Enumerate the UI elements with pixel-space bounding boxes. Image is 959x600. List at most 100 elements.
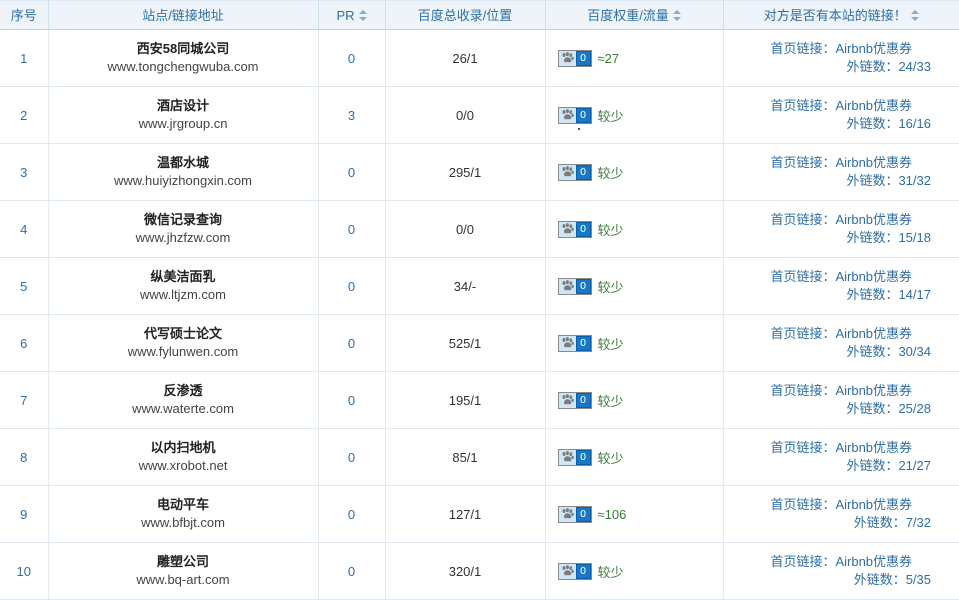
outlink-count-label[interactable]: 外链数：21/27 <box>846 458 931 473</box>
cell-reciprocal-link: 首页链接：Airbnb优惠券外链数：25/28 <box>723 371 959 429</box>
cell-pr: 0 <box>318 371 386 429</box>
table-row: 7 反渗透 www.waterte.com 0 195/1 0 较少 首页链接：Airbnb优… <box>0 371 959 429</box>
outlink-count-label[interactable]: 外链数：14/17 <box>846 287 931 302</box>
outlink-count-label[interactable]: 外链数：7/32 <box>853 515 931 530</box>
baidu-weight-badge-icon[interactable]: 0 <box>557 277 592 295</box>
table-row: 1 西安58同城公司 www.tongchengwuba.com 0 26/1 0 ≈27 首… <box>0 29 959 87</box>
cell-index: 10 <box>0 542 49 600</box>
homepage-link-label[interactable]: 首页链接：Airbnb优惠券 <box>770 497 913 512</box>
sort-arrows-icon[interactable] <box>672 9 681 22</box>
outlink-count-label[interactable]: 外链数：5/35 <box>853 572 931 587</box>
baidu-weight-badge-icon[interactable]: 0 <box>557 49 592 67</box>
cell-baidu-included: 85/1 <box>385 428 546 486</box>
outlink-count-label[interactable]: 外链数：30/34 <box>846 344 931 359</box>
row-index: 4 <box>20 221 28 237</box>
outlink-count-label[interactable]: 外链数：16/16 <box>846 116 931 131</box>
baidu-included-value: 295/1 <box>448 164 482 180</box>
site-url[interactable]: www.fylunwen.com <box>127 344 239 359</box>
baidu-weight-badge-icon[interactable]: 0 <box>557 391 592 409</box>
baidu-weight-value: 较少 <box>597 393 624 409</box>
baidu-weight-badge-icon[interactable]: 0 <box>557 220 592 238</box>
cell-baidu-weight: 0 ≈106 <box>545 485 724 543</box>
row-index: 2 <box>20 107 28 123</box>
sort-arrows-icon[interactable] <box>910 9 919 22</box>
baidu-weight-badge-icon[interactable]: 0 <box>557 106 592 124</box>
cell-baidu-included: 34/- <box>385 257 546 315</box>
site-url[interactable]: www.waterte.com <box>132 401 234 416</box>
cell-site: 微信记录查询 www.jhzfzw.com <box>48 200 319 258</box>
paw-print-icon <box>559 336 576 351</box>
cell-reciprocal-link: 首页链接：Airbnb优惠券外链数：30/34 <box>723 314 959 372</box>
baidu-weight-badge-icon[interactable]: 0 <box>557 334 592 352</box>
homepage-link-label[interactable]: 首页链接：Airbnb优惠券 <box>770 212 913 227</box>
cell-baidu-included: 195/1 <box>385 371 546 429</box>
homepage-link-label[interactable]: 首页链接：Airbnb优惠券 <box>770 98 913 113</box>
homepage-link-label[interactable]: 首页链接：Airbnb优惠券 <box>770 383 913 398</box>
sort-arrows-icon[interactable] <box>358 9 367 22</box>
paw-print-icon <box>559 507 576 522</box>
outlink-count-label[interactable]: 外链数：25/28 <box>846 401 931 416</box>
outlink-count-label[interactable]: 外链数：31/32 <box>846 173 931 188</box>
site-url[interactable]: www.bq-art.com <box>136 572 230 587</box>
baidu-weight-badge-value: 0 <box>575 164 591 180</box>
row-index: 5 <box>20 278 28 294</box>
site-url[interactable]: www.jrgroup.cn <box>138 116 228 131</box>
pr-value: 0 <box>347 164 356 180</box>
column-header-reciprocal-link[interactable]: 对方是否有本站的链接！ <box>723 0 959 30</box>
cell-baidu-weight: 0 较少 <box>545 314 724 372</box>
homepage-link-label[interactable]: 首页链接：Airbnb优惠券 <box>770 326 913 341</box>
baidu-weight-badge-value: 0 <box>575 278 591 294</box>
site-name: 西安58同城公司 <box>136 41 230 56</box>
homepage-link-label[interactable]: 首页链接：Airbnb优惠券 <box>770 41 913 56</box>
cell-baidu-included: 0/0 <box>385 200 546 258</box>
site-url[interactable]: www.xrobot.net <box>138 458 228 473</box>
homepage-link-label[interactable]: 首页链接：Airbnb优惠券 <box>770 269 913 284</box>
cell-reciprocal-link: 首页链接：Airbnb优惠券外链数：15/18 <box>723 200 959 258</box>
homepage-link-label[interactable]: 首页链接：Airbnb优惠券 <box>770 155 913 170</box>
column-header-reciprocal-link-label: 对方是否有本站的链接！ <box>763 7 907 23</box>
site-url[interactable]: www.tongchengwuba.com <box>107 59 259 74</box>
baidu-included-value: 85/1 <box>452 449 478 465</box>
paw-print-icon <box>559 393 576 408</box>
baidu-weight-badge-icon[interactable]: 0 <box>557 448 592 466</box>
table-row: 4 微信记录查询 www.jhzfzw.com 0 0/0 0 较少 首页链接：Airbnb优… <box>0 200 959 258</box>
baidu-weight-badge-icon[interactable]: 0 <box>557 163 592 181</box>
table-header: 序号 站点/链接地址 PR 百度总收录/位置 <box>0 0 959 30</box>
site-url[interactable]: www.bfbjt.com <box>141 515 225 530</box>
homepage-link-label[interactable]: 首页链接：Airbnb优惠券 <box>770 554 913 569</box>
site-name: 纵美洁面乳 <box>150 269 216 284</box>
pr-value: 0 <box>347 449 356 465</box>
cell-index: 2 <box>0 86 49 144</box>
outlink-count-label[interactable]: 外链数：15/18 <box>846 230 931 245</box>
baidu-weight-value: 较少 <box>597 336 624 352</box>
baidu-weight-badge-icon[interactable]: 0 <box>557 505 592 523</box>
cell-index: 4 <box>0 200 49 258</box>
outlink-count-label[interactable]: 外链数：24/33 <box>846 59 931 74</box>
site-name: 代写硕士论文 <box>143 326 222 341</box>
column-header-baidu-weight[interactable]: 百度权重/流量 <box>545 0 724 30</box>
cell-baidu-weight: 0 ≈27 <box>545 29 724 87</box>
column-header-baidu-included: 百度总收录/位置 <box>385 0 546 30</box>
baidu-weight-value: 较少 <box>597 279 624 295</box>
baidu-weight-badge-value: 0 <box>575 50 591 66</box>
site-url[interactable]: www.huiyizhongxin.com <box>113 173 252 188</box>
baidu-weight-badge-icon[interactable]: 0 <box>557 562 592 580</box>
paw-print-icon <box>559 279 576 294</box>
cell-site: 以内扫地机 www.xrobot.net <box>48 428 319 486</box>
cell-pr: 0 <box>318 485 386 543</box>
site-name: 反渗透 <box>163 383 203 398</box>
row-index: 1 <box>20 50 28 66</box>
cell-baidu-included: 320/1 <box>385 542 546 600</box>
site-url[interactable]: www.jhzfzw.com <box>135 230 231 245</box>
pr-value: 0 <box>347 221 356 237</box>
column-header-pr[interactable]: PR <box>318 0 386 30</box>
site-url[interactable]: www.ltjzm.com <box>140 287 226 302</box>
cell-baidu-weight: 0 较少 <box>545 257 724 315</box>
column-header-site-label: 站点/链接地址 <box>142 7 224 23</box>
baidu-weight-value: 较少 <box>597 222 624 238</box>
homepage-link-label[interactable]: 首页链接：Airbnb优惠券 <box>770 440 913 455</box>
cell-site: 纵美洁面乳 www.ltjzm.com <box>48 257 319 315</box>
paw-print-icon <box>559 165 576 180</box>
paw-print-icon <box>559 51 576 66</box>
pr-value: 3 <box>347 107 356 123</box>
